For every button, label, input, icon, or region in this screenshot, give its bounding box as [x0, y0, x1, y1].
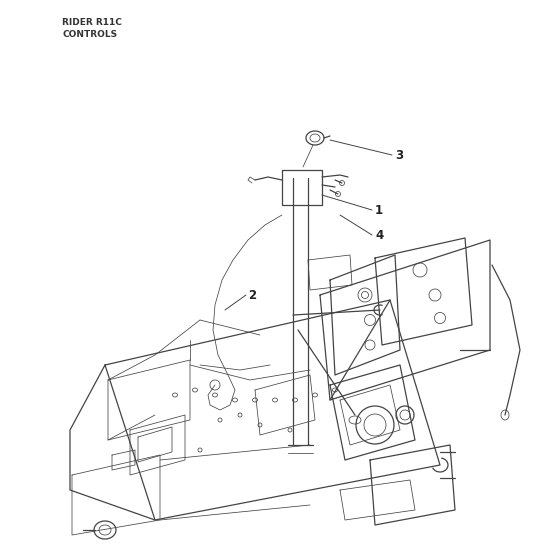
Text: RIDER R11C: RIDER R11C	[62, 18, 122, 27]
Text: 4: 4	[375, 228, 383, 241]
Text: 1: 1	[375, 203, 383, 217]
Text: 3: 3	[395, 148, 403, 161]
Text: 2: 2	[248, 288, 256, 301]
Text: CONTROLS: CONTROLS	[62, 30, 117, 39]
